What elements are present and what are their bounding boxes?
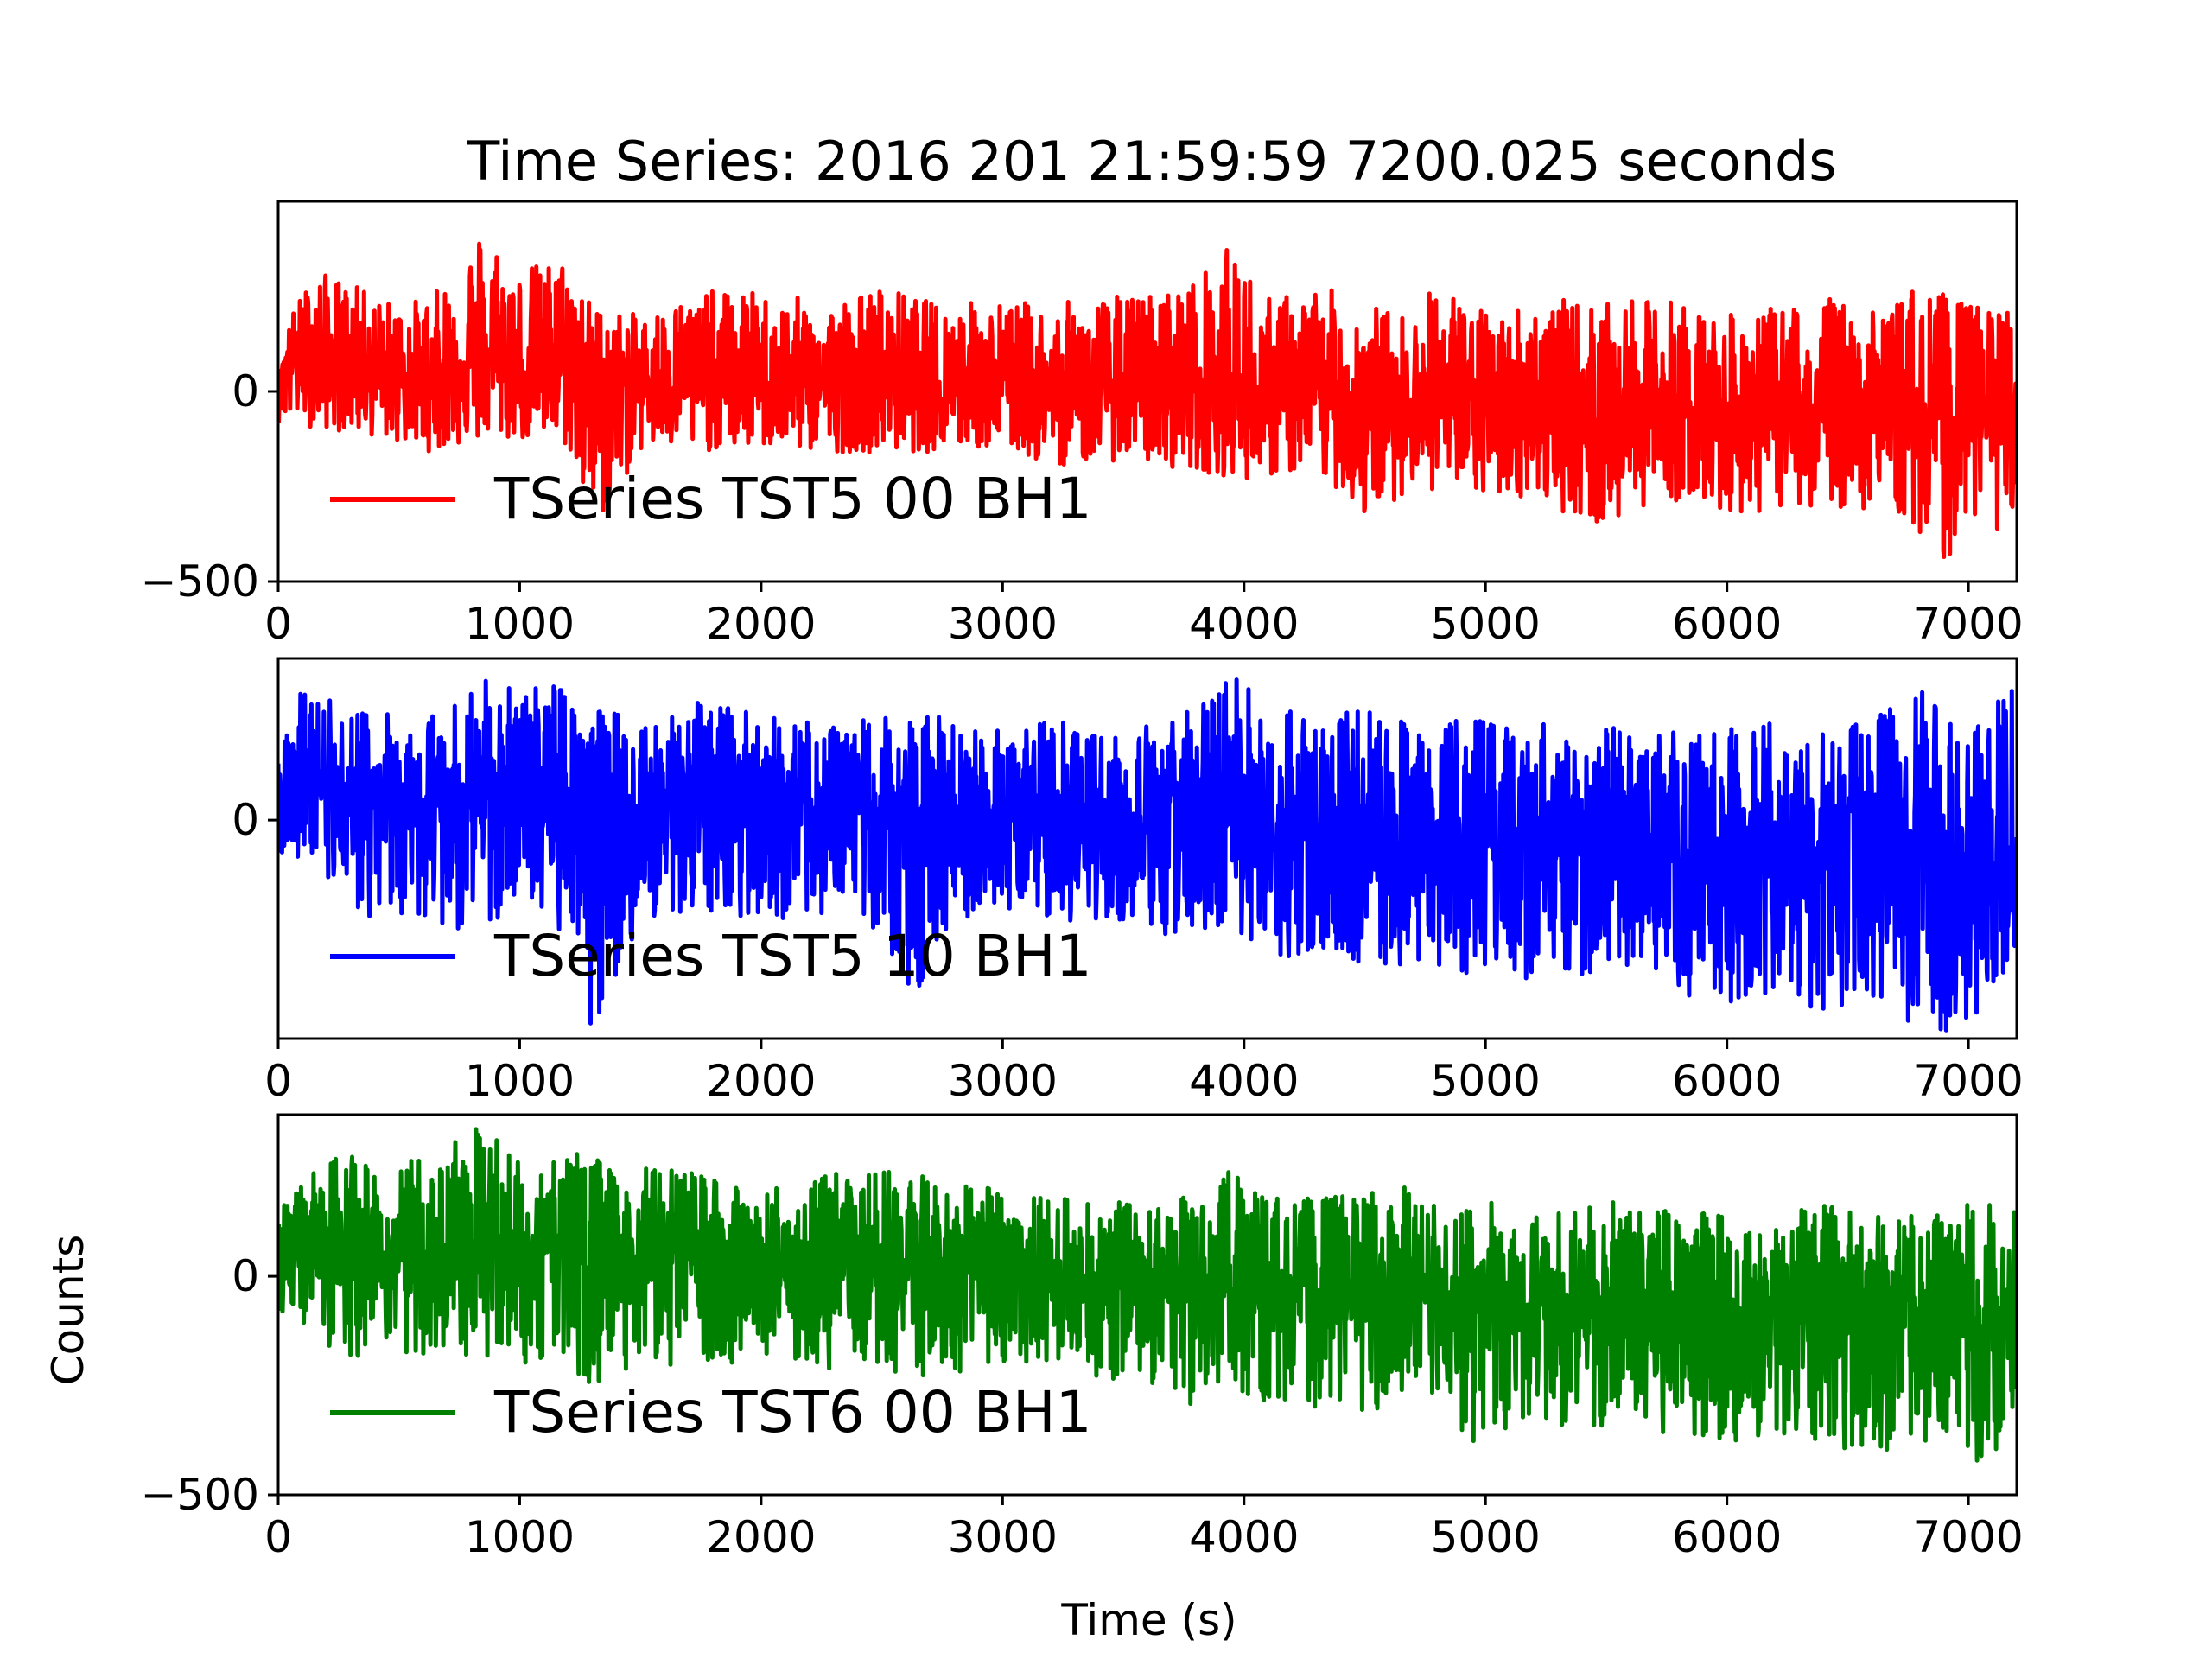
figure-title: Time Series: 2016 201 21:59:59 7200.025 … [466,130,1836,193]
x-tick-label: 7000 [1913,1512,2023,1562]
x-tick-label: 2000 [706,1056,816,1106]
axes-panel-3: 0 1000 2000 3000 4000 5000 6000 7000−5000TSerie… [141,1113,2024,1562]
x-tick-label: 0 [264,1056,292,1106]
x-tick-label: 1000 [465,1512,575,1562]
axes-panel-2: 0 1000 2000 3000 4000 5000 6000 7000 0 TSeries TS… [232,657,2024,1106]
axes-layer: 0 1000 2000 3000 4000 5000 6000 7000−5000TSerie… [141,200,2024,1562]
legend-entry: TSeries TST5 00 BH1 [493,466,1092,532]
y-tick-label: 0 [232,795,259,845]
x-tick-label: 0 [264,1512,292,1562]
legend-entry: TSeries TST6 00 BH1 [493,1379,1092,1446]
y-tick-label: −500 [141,1470,259,1520]
y-tick-label: 0 [232,1251,259,1301]
series-line-1 [278,241,2017,559]
axes-panel-1: 0 1000 2000 3000 4000 5000 6000 7000−5000TSerie… [141,200,2024,649]
x-axis-label: Time (s) [1060,1595,1236,1645]
x-tick-label: 3000 [948,1056,1058,1106]
series-line-1 [278,677,2017,1033]
x-tick-label: 2000 [706,1512,816,1562]
x-tick-label: 1000 [465,1056,575,1106]
x-tick-label: 7000 [1913,1056,2023,1106]
x-tick-label: 3000 [948,1512,1058,1562]
x-tick-label: 6000 [1672,599,1782,649]
y-axis-label: Counts [43,1235,93,1386]
y-tick-label: −500 [141,556,259,607]
axes-frame [276,657,2018,1040]
series-line-1 [278,1127,2017,1463]
x-tick-label: 2000 [706,599,816,649]
x-tick-label: 5000 [1431,1056,1541,1106]
legend-entry: TSeries TST5 10 BH1 [493,923,1092,989]
axes-frame [276,1113,2018,1497]
x-tick-label: 6000 [1672,1056,1782,1106]
x-tick-label: 4000 [1189,1056,1299,1106]
x-tick-label: 0 [264,599,292,649]
x-tick-label: 5000 [1431,1512,1541,1562]
x-tick-label: 1000 [465,599,575,649]
x-tick-label: 4000 [1189,599,1299,649]
x-tick-label: 7000 [1913,599,2023,649]
x-tick-label: 6000 [1672,1512,1782,1562]
x-tick-label: 5000 [1431,599,1541,649]
y-tick-label: 0 [232,366,259,416]
x-tick-label: 4000 [1189,1512,1299,1562]
x-tick-label: 3000 [948,599,1058,649]
